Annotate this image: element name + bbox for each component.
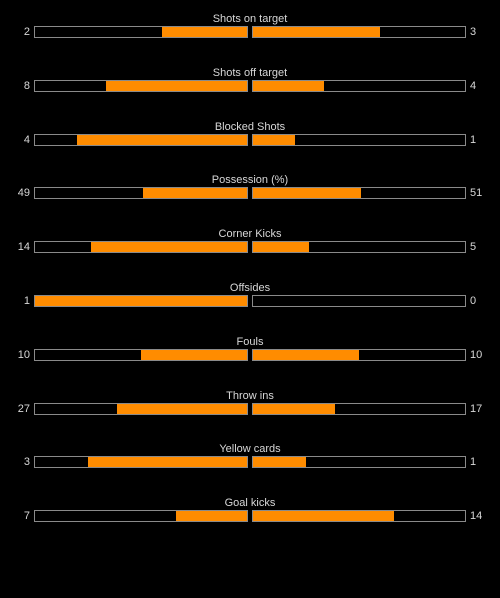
- away-bar-fill: [253, 81, 324, 91]
- home-bar: [34, 349, 248, 361]
- home-value: 8: [23, 80, 30, 92]
- away-bar-fill: [253, 135, 295, 145]
- home-bar-fill: [77, 135, 247, 145]
- home-bar: [34, 456, 248, 468]
- away-value: 1: [470, 456, 477, 468]
- away-bar: [252, 134, 466, 146]
- home-bar: [34, 187, 248, 199]
- home-bar-fill: [143, 188, 247, 198]
- home-value: 10: [17, 349, 30, 361]
- away-bar: [252, 349, 466, 361]
- away-bar-fill: [253, 350, 359, 360]
- home-value: 27: [17, 403, 30, 415]
- stat-row: Offsides 1 0: [0, 281, 500, 321]
- away-bar: [252, 510, 466, 522]
- away-bar-fill: [253, 242, 309, 252]
- home-bar: [34, 134, 248, 146]
- stat-label: Corner Kicks: [218, 228, 282, 240]
- home-bar: [34, 80, 248, 92]
- away-bar: [252, 241, 466, 253]
- away-value: 1: [470, 134, 477, 146]
- home-bar: [34, 403, 248, 415]
- away-value: 14: [470, 510, 483, 522]
- home-bar-fill: [91, 242, 247, 252]
- away-value: 10: [470, 349, 483, 361]
- home-bar: [34, 241, 248, 253]
- home-value: 7: [23, 510, 30, 522]
- stat-label: Blocked Shots: [214, 121, 286, 133]
- stat-row: Fouls 10 10: [0, 335, 500, 375]
- away-value: 3: [470, 26, 477, 38]
- stat-row: Possession (%) 49 51: [0, 173, 500, 213]
- away-value: 51: [470, 187, 483, 199]
- home-bar-fill: [176, 511, 247, 521]
- away-bar: [252, 295, 466, 307]
- stat-row: Shots on target 2 3: [0, 12, 500, 52]
- away-bar-fill: [253, 188, 361, 198]
- stat-row: Corner Kicks 14 5: [0, 227, 500, 267]
- stat-row: Shots off target 8 4: [0, 66, 500, 106]
- stat-label: Fouls: [236, 336, 264, 348]
- home-value: 49: [17, 187, 30, 199]
- home-bar: [34, 510, 248, 522]
- stat-label: Goal kicks: [224, 497, 276, 509]
- stat-row: Yellow cards 3 1: [0, 442, 500, 482]
- stat-label: Possession (%): [211, 174, 289, 186]
- home-bar-fill: [35, 296, 247, 306]
- home-bar: [34, 295, 248, 307]
- away-bar-fill: [253, 511, 394, 521]
- home-value: 1: [23, 295, 30, 307]
- stat-row: Goal kicks 7 14: [0, 496, 500, 536]
- away-bar-fill: [253, 27, 380, 37]
- away-bar-fill: [253, 457, 306, 467]
- stat-label: Yellow cards: [219, 443, 281, 455]
- away-bar: [252, 187, 466, 199]
- stat-label: Offsides: [229, 282, 271, 294]
- stat-label: Shots off target: [212, 67, 288, 79]
- home-bar-fill: [117, 404, 247, 414]
- away-value: 5: [470, 241, 477, 253]
- stat-row: Blocked Shots 4 1: [0, 120, 500, 160]
- stat-label: Shots on target: [212, 13, 288, 25]
- away-bar: [252, 456, 466, 468]
- home-value: 3: [23, 456, 30, 468]
- home-bar-fill: [88, 457, 247, 467]
- stat-row: Throw ins 27 17: [0, 389, 500, 429]
- away-value: 4: [470, 80, 477, 92]
- home-bar-fill: [162, 27, 247, 37]
- home-bar: [34, 26, 248, 38]
- home-value: 2: [23, 26, 30, 38]
- stat-label: Throw ins: [226, 390, 274, 402]
- away-value: 17: [470, 403, 483, 415]
- away-value: 0: [470, 295, 477, 307]
- away-bar-fill: [253, 404, 335, 414]
- home-bar-fill: [141, 350, 247, 360]
- home-bar-fill: [106, 81, 247, 91]
- home-value: 4: [23, 134, 30, 146]
- away-bar: [252, 80, 466, 92]
- home-value: 14: [17, 241, 30, 253]
- away-bar: [252, 403, 466, 415]
- away-bar: [252, 26, 466, 38]
